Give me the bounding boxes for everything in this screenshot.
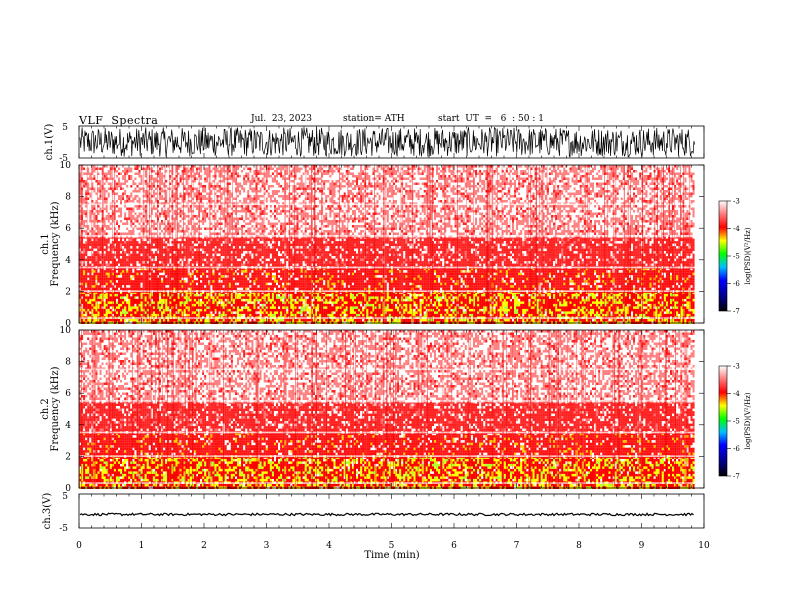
colorbar-tick-label: -7 <box>733 308 740 316</box>
figure-title: VLF Spectra <box>79 114 158 127</box>
ch3-waveform-ylabel: ch.3(V) <box>42 493 53 530</box>
frequency-tick-label: 8 <box>65 193 71 203</box>
x-tick-label: 8 <box>576 541 582 551</box>
ch2-colorbar-scale <box>719 366 727 476</box>
ch3-waveform-panel: 5 -5 ch.3(V) <box>42 492 704 534</box>
colorbar-tick-label: -6 <box>733 280 740 288</box>
ch1-waveform-ylabel: ch.1(V) <box>44 124 55 161</box>
ch1-colorbar-scale <box>719 201 727 311</box>
station-label: station= ATH <box>343 114 405 124</box>
colorbar-tick-label: -3 <box>733 198 740 206</box>
ch2-colorbar-ticks: -3 -4 -5 -6 -7 <box>727 363 740 481</box>
colorbar-tick-label: -4 <box>733 390 740 398</box>
frequency-tick-label: 6 <box>65 224 71 234</box>
ch1-colorbar-ticks: -3 -4 -5 -6 -7 <box>727 198 740 316</box>
ch2-spectrogram-heatmap <box>79 330 704 489</box>
frequency-tick-label: 2 <box>65 287 71 297</box>
ch1-waveform-panel: 5 -5 ch.1(V) <box>44 123 704 164</box>
ch1-ytick-top: 5 <box>62 123 68 133</box>
x-tick-label: 6 <box>451 541 457 551</box>
frequency-tick-label: 2 <box>65 452 71 462</box>
frequency-tick-label: 10 <box>60 326 72 336</box>
colorbar-tick-label: -5 <box>733 253 740 261</box>
ch3-waveform-frame <box>79 494 704 528</box>
ch1-frequency-ylabel: Frequency (kHz) <box>50 201 61 286</box>
colorbar-tick-label: -5 <box>733 418 740 426</box>
ch2-colorbar-label: log(PSD)(V²/Hz) <box>744 392 752 449</box>
start-ut-label: start UT = 6 : 50 : 1 <box>438 114 544 124</box>
frequency-tick-label: 6 <box>65 389 71 399</box>
ch1-colorbar: -3 -4 -5 -6 -7 log(PSD)(V²/Hz) <box>719 198 752 316</box>
x-tick-label: 7 <box>514 541 520 551</box>
x-tick-label: 3 <box>264 541 270 551</box>
frequency-tick-label: 8 <box>65 358 71 368</box>
ch3-ytick-bottom: -5 <box>59 524 68 534</box>
x-tick-label: 10 <box>698 541 710 551</box>
ch1-spectrogram-heatmap <box>79 165 704 324</box>
x-tick-label: 9 <box>639 541 645 551</box>
x-axis-label: Time (min) <box>364 550 419 561</box>
x-tick-label: 1 <box>139 541 145 551</box>
frequency-tick-label: 10 <box>60 161 72 171</box>
ch1-waveform-line <box>80 127 695 156</box>
frequency-tick-label: 4 <box>65 256 71 266</box>
ch1-colorbar-label: log(PSD)(V²/Hz) <box>744 227 752 284</box>
ch3-ytick-top: 5 <box>62 492 68 502</box>
colorbar-tick-label: -3 <box>733 363 740 371</box>
ch3-waveform-trace <box>80 513 694 515</box>
ch3-waveform-line <box>80 513 694 515</box>
x-tick-label: 2 <box>201 541 207 551</box>
colorbar-tick-label: -7 <box>733 473 740 481</box>
x-tick-label: 4 <box>326 541 332 551</box>
date-label: Jul. 23, 2023 <box>251 114 312 124</box>
x-tick-label: 0 <box>76 541 82 551</box>
colorbar-tick-label: -4 <box>733 225 740 233</box>
ch2-frequency-ylabel: Frequency (kHz) <box>50 366 61 451</box>
colorbar-tick-label: -6 <box>733 445 740 453</box>
ch1-waveform-trace <box>80 127 695 156</box>
frequency-tick-label: 4 <box>65 421 71 431</box>
ch2-colorbar: -3 -4 -5 -6 -7 log(PSD)(V²/Hz) <box>719 363 752 481</box>
ch3-waveform-ticks <box>79 494 704 528</box>
